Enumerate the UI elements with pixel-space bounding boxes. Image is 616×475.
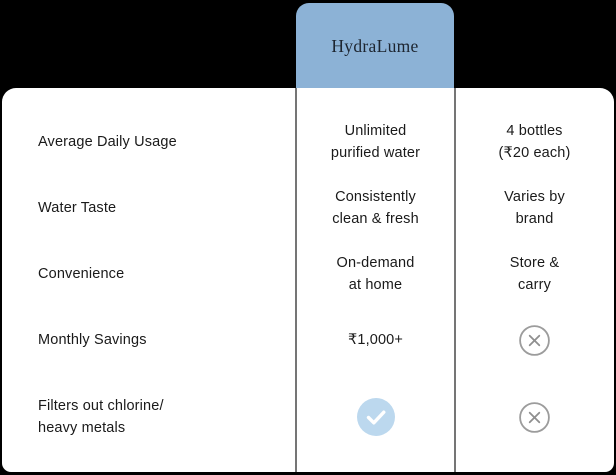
hydralume-value: Consistently clean & fresh bbox=[332, 189, 419, 227]
other-value: Store & carry bbox=[509, 255, 560, 293]
other-value: 4 bottles (₹20 each) bbox=[498, 123, 571, 161]
column-divider-right bbox=[454, 88, 456, 472]
table-row: Convenience On-demand at home Store & ca… bbox=[2, 241, 614, 307]
cross-icon bbox=[519, 401, 550, 433]
row-label: Monthly Savings bbox=[38, 332, 147, 348]
other-value bbox=[455, 324, 614, 356]
row-label: Convenience bbox=[38, 266, 125, 282]
column-divider-left bbox=[295, 88, 297, 472]
hydralume-value bbox=[296, 398, 455, 436]
hydralume-value: ₹1,000+ bbox=[347, 332, 404, 348]
table-row: Water Taste Consistently clean & fresh V… bbox=[2, 175, 614, 241]
row-label: Filters out chlorine/ heavy metals bbox=[38, 398, 164, 436]
cross-icon bbox=[519, 324, 550, 356]
brand-column-header: HydraLume bbox=[296, 3, 454, 89]
table-row: Average Daily Usage Unlimited purified w… bbox=[2, 109, 614, 175]
hydralume-value: On-demand at home bbox=[336, 255, 415, 293]
row-label: Water Taste bbox=[38, 200, 117, 216]
check-icon bbox=[356, 398, 395, 436]
comparison-table: Average Daily Usage Unlimited purified w… bbox=[2, 88, 614, 472]
table-row: Monthly Savings ₹1,000+ bbox=[2, 307, 614, 373]
brand-name: HydraLume bbox=[331, 35, 419, 56]
other-value bbox=[455, 401, 614, 433]
table-row: Filters out chlorine/ heavy metals bbox=[2, 375, 614, 459]
other-value: Varies by brand bbox=[504, 189, 565, 227]
hydralume-value: Unlimited purified water bbox=[330, 123, 421, 161]
row-label: Average Daily Usage bbox=[38, 134, 177, 150]
